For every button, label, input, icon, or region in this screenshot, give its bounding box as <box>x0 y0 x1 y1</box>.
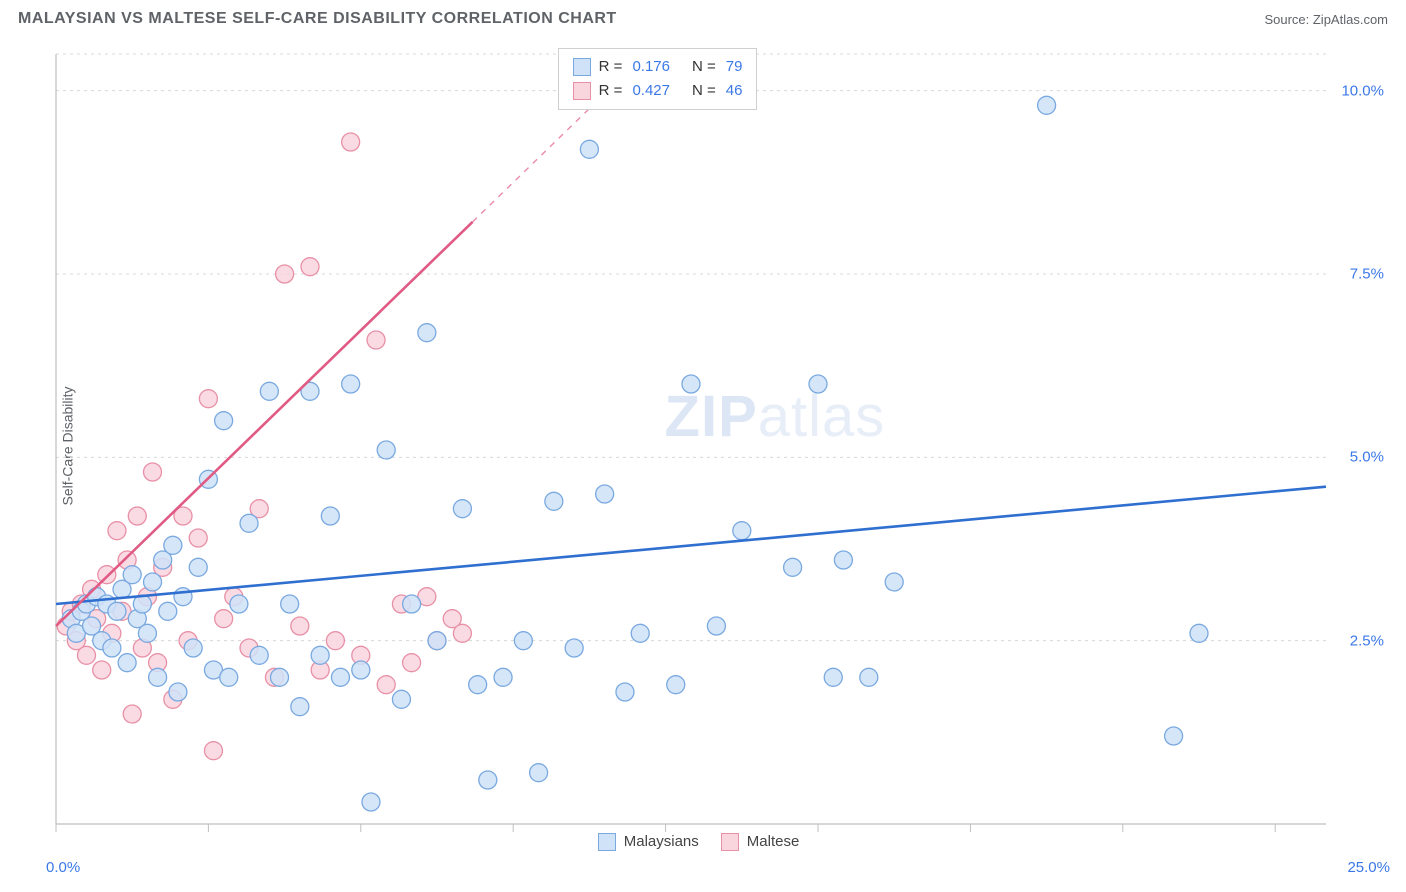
scatter-svg <box>50 44 1386 852</box>
stats-legend-row: R =0.427 N =46 <box>573 79 743 103</box>
legend-swatch <box>573 82 591 100</box>
series-legend-item: Malaysians <box>598 830 699 854</box>
legend-swatch <box>721 833 739 851</box>
plot-area: ZIPatlas R =0.176 N =79 R =0.427 N =46 M… <box>50 44 1386 852</box>
y-tick-label: 5.0% <box>1350 449 1384 466</box>
y-tick-label: 10.0% <box>1341 82 1384 99</box>
stats-legend: R =0.176 N =79 R =0.427 N =46 <box>558 48 758 110</box>
series-legend: Malaysians Maltese <box>598 830 800 854</box>
legend-swatch <box>598 833 616 851</box>
chart-title: MALAYSIAN VS MALTESE SELF-CARE DISABILIT… <box>18 10 617 28</box>
x-max-label: 25.0% <box>1347 859 1390 876</box>
y-tick-label: 7.5% <box>1350 266 1384 283</box>
x-origin-label: 0.0% <box>46 859 80 876</box>
stats-legend-row: R =0.176 N =79 <box>573 55 743 79</box>
y-tick-label: 2.5% <box>1350 632 1384 649</box>
series-legend-item: Maltese <box>721 830 800 854</box>
legend-swatch <box>573 58 591 76</box>
source-label: Source: ZipAtlas.com <box>1264 12 1388 27</box>
